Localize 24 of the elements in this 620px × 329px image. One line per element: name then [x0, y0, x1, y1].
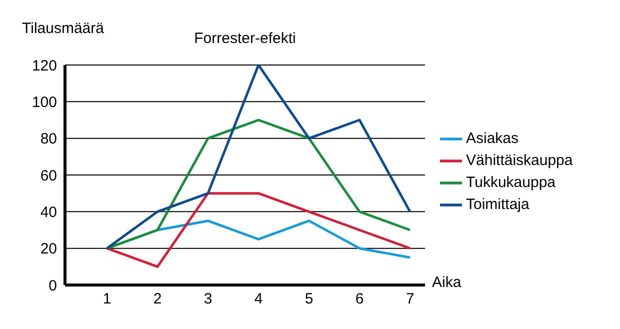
- x-tick-label: 1: [102, 290, 112, 308]
- y-axis-title: Tilausmäärä: [22, 20, 104, 37]
- legend-label: Vähittäiskauppa: [466, 152, 573, 170]
- line-series: [106, 118, 412, 250]
- y-tick-label: 0: [48, 277, 57, 294]
- y-tick-label: 40: [40, 204, 57, 221]
- line-series: [106, 192, 412, 268]
- legend-label: Toimittaja: [466, 196, 530, 214]
- x-tick-label: 5: [304, 290, 314, 308]
- y-tick-label: 120: [32, 57, 57, 74]
- x-tick-label: 7: [406, 290, 414, 308]
- y-tick-label: 80: [40, 130, 57, 148]
- legend-label: Asiakas: [466, 130, 519, 148]
- x-tick-label: 4: [254, 290, 263, 308]
- line-series: [106, 65, 412, 250]
- legend-label: Tukkukauppa: [466, 174, 556, 192]
- x-axis-title: Aika: [432, 274, 462, 291]
- x-tick-label: 2: [153, 290, 162, 308]
- x-tick-label: 3: [204, 290, 212, 308]
- y-tick-label: 20: [40, 240, 57, 258]
- chart-title: Forrester-efekti: [194, 30, 296, 47]
- y-tick-label: 100: [32, 94, 57, 111]
- x-tick-label: 6: [355, 290, 364, 308]
- y-tick-label: 60: [40, 167, 57, 184]
